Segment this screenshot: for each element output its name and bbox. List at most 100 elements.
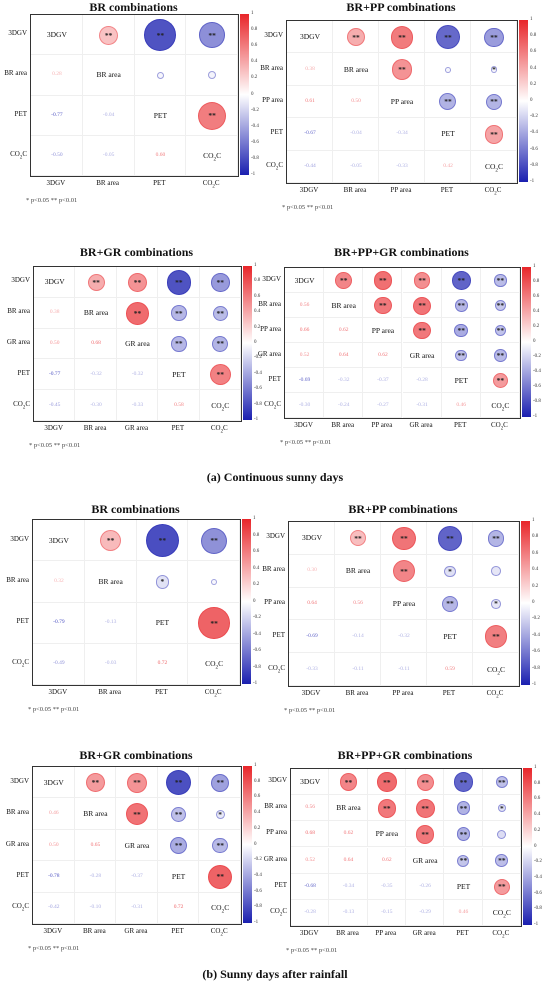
column-label: PET [171,424,185,432]
correlation-circle: ** [127,272,148,293]
correlation-value: -0.28 [416,376,428,383]
matrix-cell [444,821,483,848]
matrix-cell [116,767,158,799]
correlation-circle: ** [392,560,416,583]
colorbar-tick-label: 0.2 [254,825,261,831]
correlation-value: 0.60 [155,151,166,158]
colorbar-tick-label: 1 [254,763,257,768]
correlation-matrix: 3DGV ** ** ** ** 0.38 BR area ** * 0.61 0.50 PP are… [286,20,518,184]
row-label: CO2C [268,663,285,674]
correlation-value: 0.72 [157,660,168,667]
matrix-cell [471,85,517,119]
matrix-cell [287,21,333,54]
row-label: GR area [6,338,30,346]
matrix-cell [402,268,442,293]
matrix-cell [287,118,333,151]
correlation-matrix: 3DGV ** ** ** ** ** 0.56 BR area ** ** ** ** 0.66 0.6… [284,267,521,419]
correlation-circle: ** [484,27,504,47]
correlation-value: -0.05 [102,151,115,158]
correlation-value: 0.50 [49,340,60,346]
correlation-circle: ** [436,25,460,50]
matrix-cell [441,393,481,418]
correlation-value: 0.46 [456,401,467,408]
colorbar-tick-label: 0 [532,600,535,605]
correlation-value: 0.50 [351,98,361,104]
row-label: CO2C [264,399,281,410]
correlation-circle: * [497,804,507,813]
matrix-cell [34,390,76,421]
matrix-cell [33,798,75,830]
correlation-circle: ** [454,299,468,312]
matrix-cell [324,393,364,418]
column-label: PET [153,179,166,187]
correlation-circle: ** [85,773,105,793]
correlation-circle: ** [347,28,365,47]
matrix-cell [82,15,135,56]
matrix-cell [287,150,333,183]
colorbar-tick-label: 0.4 [254,810,261,816]
colorbar-tick-label: -1 [254,920,259,925]
matrix-cell [199,798,241,830]
matrix-cell [116,390,159,421]
correlation-circle: ** [377,772,397,792]
matrix-cell [379,53,425,86]
correlation-circle: ** [495,854,509,867]
diagonal-label: BR area [98,576,123,586]
matrix-cell [482,847,521,874]
column-label: 3DGV [48,688,68,696]
colorbar-tick-label: 0.2 [530,81,537,87]
correlation-circle: ** [441,595,459,613]
correlation-value: -0.11 [352,665,364,672]
matrix-cell [363,393,403,418]
matrix-cell [74,861,117,893]
row-label: 3DGV [266,532,285,541]
matrix-cell [367,873,406,900]
matrix-cell [82,55,135,96]
matrix-cell [158,359,200,391]
diagonal-label: PP area [371,325,395,335]
row-label: PET [274,880,287,889]
colorbar-tick-label: 0.4 [530,65,537,71]
colorbar-tick-label: 0.4 [534,812,541,818]
significance-legend: * p<0.05 ** p<0.01 [26,197,78,204]
matrix-cell [329,795,368,822]
correlation-circle: * [155,575,170,589]
colorbar-tick-label: 0.8 [253,532,260,538]
colorbar-tick-label: -0.8 [533,399,541,404]
colorbar-tick-label: -1 [253,681,258,686]
matrix-cell [285,318,325,343]
matrix-cell [324,268,364,293]
matrix-cell [74,798,117,830]
correlation-circle: ** [335,272,353,289]
correlation-circle: ** [339,773,358,791]
colorbar-tick-label: 0.6 [251,43,258,49]
colorbar-tick-label: -0.8 [254,904,262,910]
matrix-cell [31,55,83,96]
row-label: 3DGV [10,534,29,543]
matrix-cell [367,769,406,796]
matrix-cell [367,847,406,874]
matrix-cell [31,95,83,136]
matrix-cell [199,359,241,391]
diagonal-label: PET [456,881,471,891]
colorbar-tick-label: -1 [251,172,256,177]
diagonal-label: BR area [83,809,108,819]
row-label: PET [270,128,283,137]
matrix-cell [199,390,241,421]
correlation-circle: ** [374,296,392,315]
matrix-cell [367,795,406,822]
colorbar-tick-label: -0.6 [530,146,538,152]
correlation-circle: ** [125,802,149,826]
correlation-value: -0.33 [306,665,318,672]
matrix-cell [444,795,483,822]
correlation-value: -0.27 [377,401,389,408]
matrix-cell [473,620,519,654]
panel-title: BR combinations [91,502,180,516]
correlation-value: 0.65 [90,841,101,848]
row-label: PET [14,109,27,118]
matrix-cell [186,95,238,136]
column-label: GR area [124,927,148,935]
panel-title: BR+PP combinations [348,502,458,516]
colorbar-tick-label: -1 [533,414,538,419]
row-label: PET [268,374,281,383]
